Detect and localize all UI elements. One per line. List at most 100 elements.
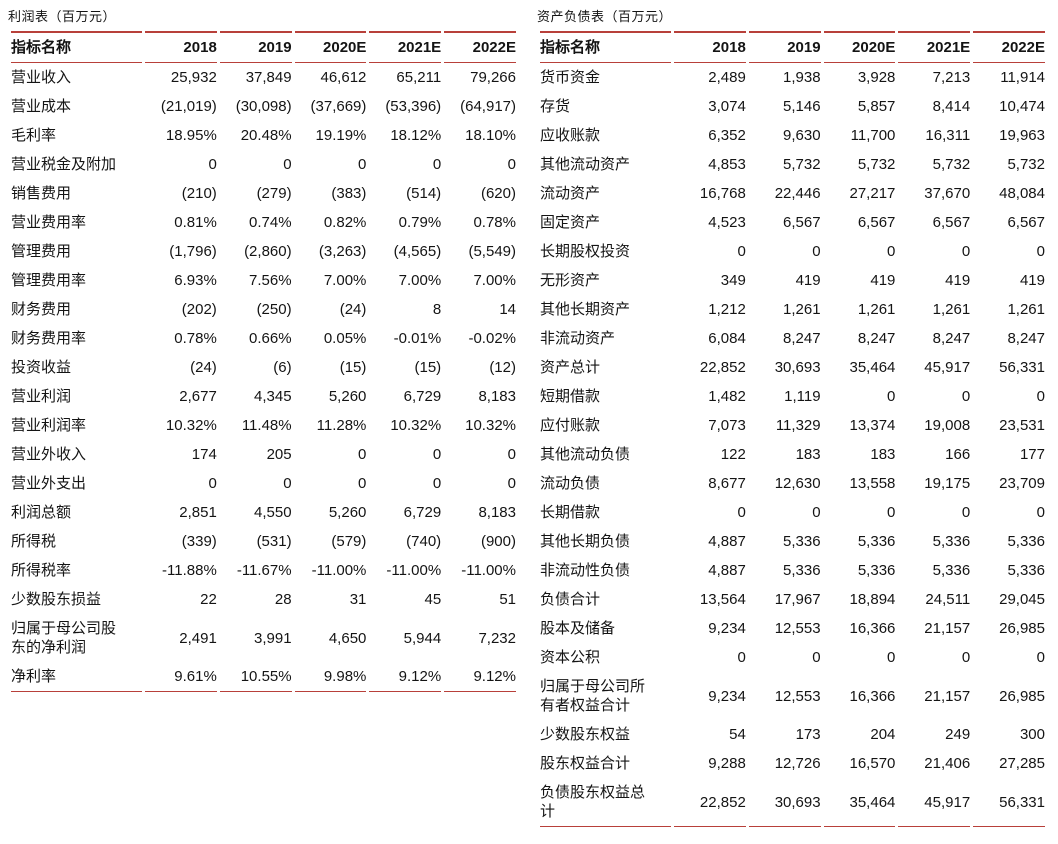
cell-value: 37,849	[245, 69, 292, 86]
cell-value: 0	[507, 475, 516, 492]
cell-value: 12,553	[774, 620, 821, 637]
cell-value: 0	[507, 446, 516, 463]
table-row: 财务费用 (202) (250) (24) 8 14	[11, 295, 516, 324]
cell-value: (531)	[256, 533, 292, 550]
row-label: 股本及储备	[540, 620, 616, 637]
cell-value: 5,857	[857, 98, 896, 115]
balance-sheet-table: 指标名称 2018 2019 2020E 2021E 2022E 货币资金 2,489 1,9…	[537, 31, 1048, 827]
row-label: 投资收益	[11, 359, 72, 376]
cell-value: 11,914	[1000, 69, 1045, 86]
table-row: 应付账款 7,073 11,329 13,374 19,008 23,531	[540, 411, 1045, 440]
cell-value: 11,700	[850, 127, 896, 144]
cell-value: 30,693	[748, 778, 821, 827]
cell-value: (3,263)	[318, 243, 367, 260]
cell-value: 8,677	[708, 475, 746, 492]
cell-value: 6,352	[708, 127, 746, 144]
cell-value: 205	[266, 446, 292, 463]
column-header-year: 2019	[219, 31, 292, 63]
cell-value: 8,247	[857, 330, 896, 347]
cell-value: 16,311	[925, 127, 971, 144]
cell-value: 19.19%	[315, 127, 367, 144]
cell-value: (24)	[339, 301, 367, 318]
row-label: 货币资金	[540, 69, 601, 86]
cell-value: 26,985	[999, 620, 1045, 637]
cell-value: 5,336	[857, 562, 896, 579]
column-header-year: 2021E	[898, 31, 971, 63]
cell-value: 27,285	[999, 755, 1045, 772]
cell-value: 9.12%	[444, 662, 516, 692]
cell-value: (279)	[256, 185, 292, 202]
table-row: 负债股东权益总 计 22,852 30,693 35,464 45,917 56,331	[540, 778, 1045, 827]
row-label: 长期股权投资	[540, 243, 631, 260]
cell-value: (514)	[406, 185, 442, 202]
cell-value: 0	[432, 156, 442, 173]
cell-value: 0.82%	[323, 214, 367, 231]
row-label: 营业外收入	[11, 446, 87, 463]
balance-sheet-section: 资产负债表（百万元） 指标名称 2018 2019 2020E 2021E 2022E 货…	[537, 6, 1048, 844]
cell-value: 0	[961, 504, 971, 521]
row-label: 少数股东损益	[11, 591, 102, 608]
cell-value: 22,852	[699, 359, 746, 376]
column-header-year: 2019	[748, 31, 821, 63]
balance-sheet-title: 资产负债表（百万元）	[537, 9, 673, 24]
cell-value: 0	[283, 156, 292, 173]
cell-value: 0	[961, 388, 971, 405]
cell-value: (339)	[181, 533, 217, 550]
cell-value: (24)	[190, 359, 217, 376]
column-header-year: 2021E	[369, 31, 442, 63]
row-label: 固定资产	[540, 214, 601, 231]
cell-value: 183	[795, 446, 821, 463]
cell-value: 45,917	[898, 778, 971, 827]
cell-value: 26,985	[999, 687, 1045, 705]
table-row: 所得税率 -11.88% -11.67% -11.00% -11.00% -11.00%	[11, 556, 516, 585]
cell-value: -11.00%	[311, 562, 367, 579]
table-row: 应收账款 6,352 9,630 11,700 16,311 19,963	[540, 121, 1045, 150]
cell-value: 0	[1036, 243, 1045, 260]
cell-value: 29,045	[999, 591, 1045, 608]
cell-value: 51	[499, 591, 516, 608]
cell-value: 349	[720, 272, 746, 289]
cell-value: 174	[191, 446, 217, 463]
cell-value: 8,183	[478, 504, 516, 521]
row-label: 毛利率	[11, 127, 57, 144]
cell-value: 7,213	[932, 69, 971, 86]
cell-value: (250)	[256, 301, 292, 318]
cell-value: 8,247	[783, 330, 821, 347]
cell-value: 1,261	[932, 301, 971, 318]
cell-value: 0.74%	[249, 214, 292, 231]
cell-value: 0.78%	[174, 330, 217, 347]
cell-value: 18.10%	[465, 127, 516, 144]
cell-value: 9,234	[708, 620, 746, 637]
cell-value: 6,567	[783, 214, 821, 231]
table-row: 营业外支出 0 0 0 0 0	[11, 469, 516, 498]
table-row: 货币资金 2,489 1,938 3,928 7,213 11,914	[540, 63, 1045, 92]
cell-value: (579)	[331, 533, 367, 550]
cell-value: 16,768	[699, 185, 746, 202]
table-row: 投资收益 (24) (6) (15) (15) (12)	[11, 353, 516, 382]
cell-value: 19,008	[924, 417, 971, 434]
row-label: 财务费用	[11, 301, 72, 318]
cell-value: 4,887	[708, 533, 746, 550]
cell-value: 1,212	[708, 301, 746, 318]
table-row: 归属于母公司股 东的净利润 2,491 3,991 4,650 5,944 7,232	[11, 614, 516, 662]
cell-value: 31	[349, 591, 367, 608]
cell-value: (6)	[273, 359, 292, 376]
table-row: 少数股东损益 22 28 31 45 51	[11, 585, 516, 614]
cell-value: 5,336	[1007, 533, 1045, 550]
cell-value: 0	[737, 649, 746, 666]
cell-value: 0	[812, 243, 821, 260]
cell-value: 3,991	[254, 629, 292, 647]
cell-value: 24,511	[925, 591, 971, 608]
cell-value: 7,073	[708, 417, 746, 434]
table-row: 营业收入 25,932 37,849 46,612 65,211 79,266	[11, 63, 516, 92]
cell-value: 5,336	[783, 562, 821, 579]
cell-value: 0.79%	[398, 214, 442, 231]
cell-value: (2,860)	[244, 243, 292, 260]
row-label: 其他长期负债	[540, 533, 631, 550]
cell-value: 0	[283, 475, 292, 492]
cell-value: 6,729	[403, 388, 442, 405]
cell-value: 7.00%	[323, 272, 367, 289]
table-row: 毛利率 18.95% 20.48% 19.19% 18.12% 18.10%	[11, 121, 516, 150]
cell-value: 14	[499, 301, 516, 318]
cell-value: 10.32%	[390, 417, 442, 434]
